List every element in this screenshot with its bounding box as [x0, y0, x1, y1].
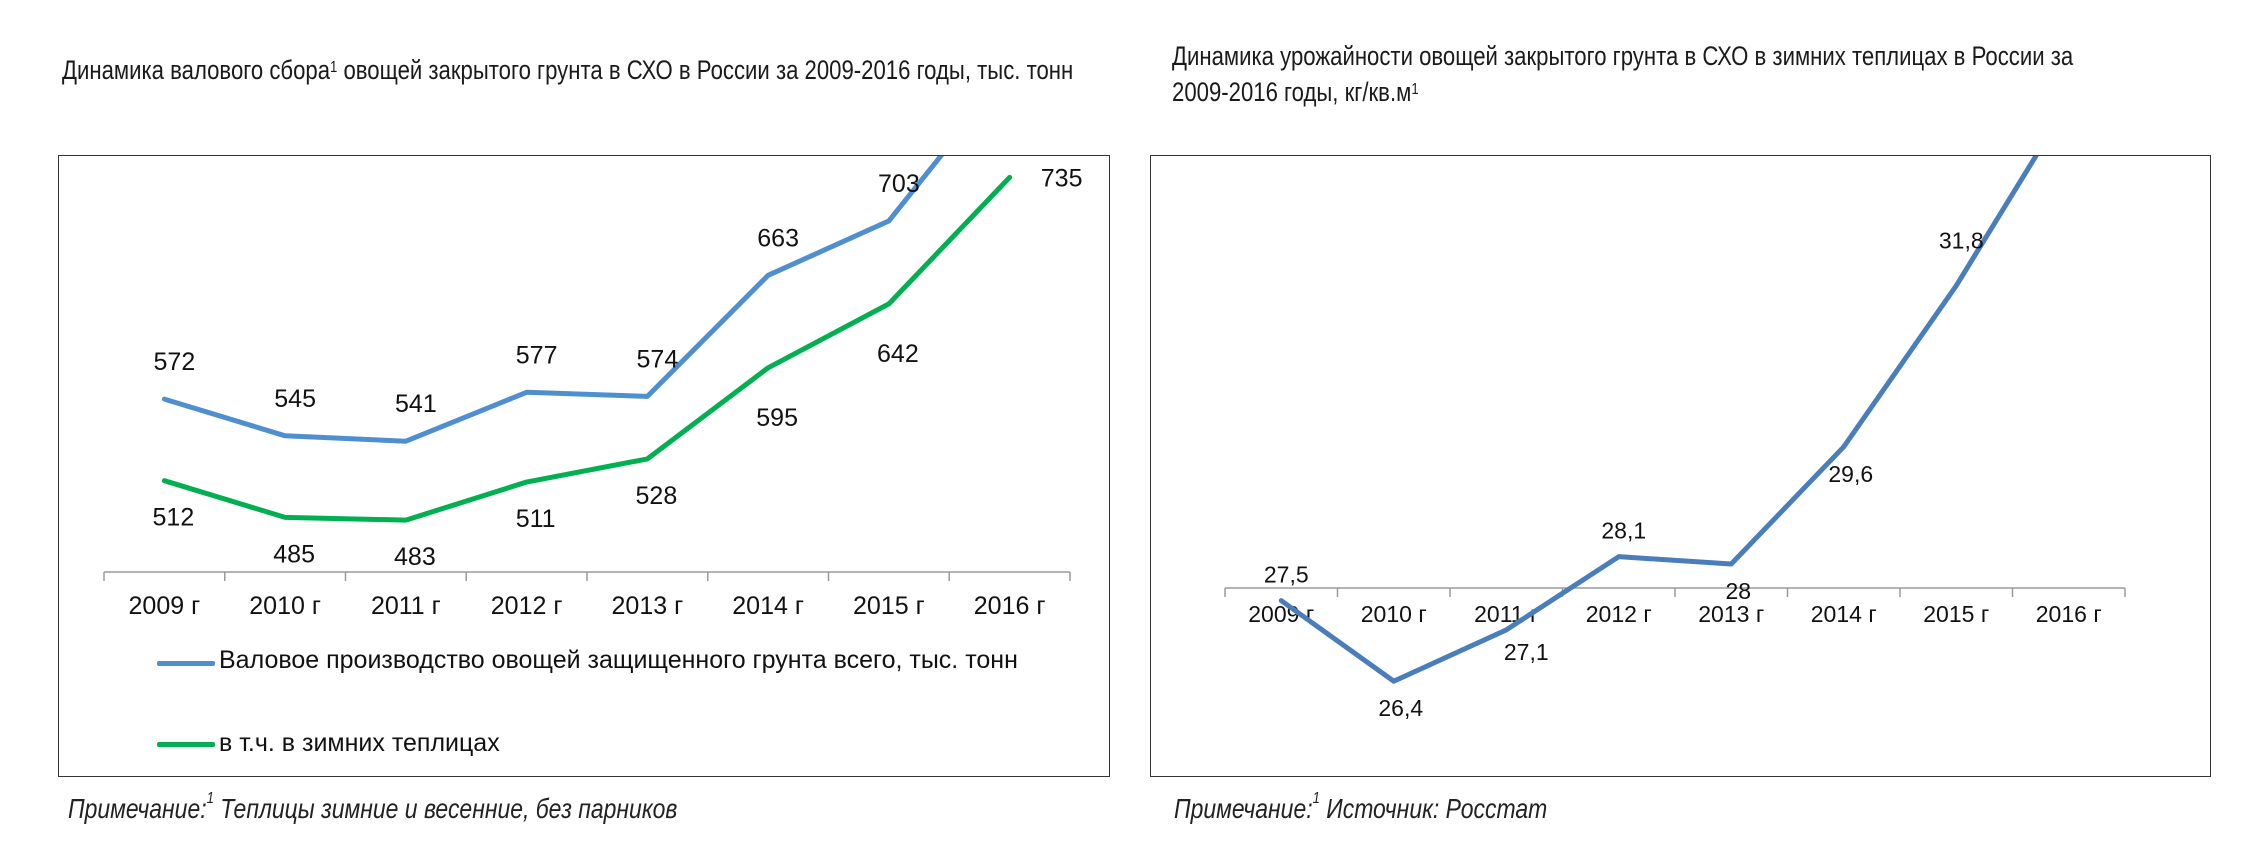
- x-tick-label: 2012 г: [491, 592, 563, 620]
- right-title-main: Динамика урожайности овощей закрытого гр…: [1172, 41, 2074, 107]
- series-line-1: [161, 174, 1013, 523]
- legend-label-winter: в т.ч. в зимних теплицах: [219, 729, 500, 757]
- x-tick-label: 2009 г: [129, 592, 201, 620]
- left-note-text: Теплицы зимние и весенние, без парников: [213, 793, 678, 824]
- left-chart-frame: 2009 г 2010 г 2011 г 2012 г 2013 г 2014 г 2015…: [58, 155, 1110, 777]
- x-tick-label: 2014 г: [732, 592, 804, 620]
- x-tick-label: 2015 г: [853, 592, 925, 620]
- legend-label-total: Валовое производство овощей защищенного …: [219, 646, 1018, 674]
- x-tick-label: 2010 г: [249, 592, 321, 620]
- data-label: 574: [637, 345, 679, 373]
- x-tick-label: 2016 г: [974, 592, 1046, 620]
- data-label: 595: [756, 404, 798, 432]
- data-label: 545: [274, 385, 316, 413]
- right-note-footnote-mark: 1: [1312, 790, 1320, 807]
- data-label: 703: [878, 170, 920, 198]
- data-label: 512: [153, 504, 195, 532]
- data-label: 541: [395, 390, 437, 418]
- legend-swatch-winter: [157, 742, 215, 747]
- x-tick-label: 2013 г: [612, 592, 684, 620]
- left-note-footnote-mark: 1: [206, 790, 214, 807]
- data-label: 28,1: [1601, 518, 1646, 544]
- left-title-footnote-mark: 1: [330, 59, 338, 76]
- x-tick-label: 2011 г: [371, 592, 441, 620]
- x-tick-label: 2010 г: [1361, 601, 1427, 627]
- x-tick-label: 2015 г: [1923, 601, 1989, 627]
- right-chart-svg: 2009 г 2010 г 2011 г 2012 г 2013 г 2014 г 2015…: [1224, 156, 2126, 721]
- data-label: 26,4: [1378, 695, 1423, 721]
- x-tick-label: 2016 г: [2036, 601, 2102, 627]
- right-chart-title: Динамика урожайности овощей закрытого гр…: [1172, 38, 2123, 110]
- right-title-footnote-mark: 1: [1411, 81, 1419, 98]
- right-note-text: Источник: Росстат: [1319, 793, 1548, 824]
- data-label: 528: [636, 482, 678, 510]
- left-title-main: Динамика валового сбора: [62, 55, 331, 85]
- data-label: 483: [394, 543, 436, 571]
- left-chart-title: Динамика валового сбора1 овощей закрытог…: [62, 52, 1128, 88]
- series-line-0: [161, 156, 945, 444]
- right-note-label: Примечание:: [1174, 793, 1313, 824]
- x-tick-label: 2014 г: [1811, 601, 1877, 627]
- left-title-rest: овощей закрытого грунта в СХО в России з…: [337, 55, 1074, 85]
- right-note: Примечание:1 Источник: Росстат: [1174, 790, 1548, 825]
- data-label: 485: [273, 540, 315, 568]
- data-label: 27,5: [1264, 562, 1309, 588]
- left-chart-svg: 2009 г 2010 г 2011 г 2012 г 2013 г 2014 г 2015…: [103, 156, 1083, 620]
- data-label: 31,8: [1939, 228, 1984, 254]
- data-label: 29,6: [1828, 461, 1873, 487]
- data-label: 572: [154, 348, 196, 376]
- series-line-0: [1278, 156, 2039, 684]
- right-chart-frame: 2009 г 2010 г 2011 г 2012 г 2013 г 2014 г 2015…: [1150, 155, 2211, 777]
- data-label: 642: [877, 340, 919, 368]
- left-note: Примечание:1 Теплицы зимние и весенние, …: [68, 790, 678, 825]
- data-label: 663: [757, 224, 799, 252]
- data-label: 511: [516, 505, 556, 533]
- left-note-label: Примечание:: [68, 793, 207, 824]
- x-tick-label: 2013 г: [1698, 601, 1764, 627]
- data-label: 577: [516, 341, 558, 369]
- legend-swatch-total: [157, 661, 215, 666]
- x-tick-label: 2009 г: [1248, 601, 1314, 627]
- x-tick-label: 2012 г: [1586, 601, 1652, 627]
- data-label: 27,1: [1504, 639, 1549, 665]
- data-label: 28: [1725, 578, 1751, 604]
- data-label: 735: [1041, 164, 1083, 192]
